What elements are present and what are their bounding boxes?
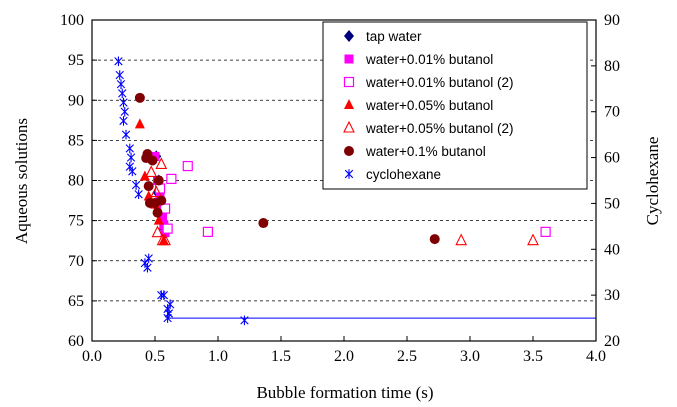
y2-tick-label: 70 [604,104,620,121]
data-point [143,181,154,192]
data-point [116,79,126,89]
x-tick-label: 0.5 [145,348,165,365]
data-point [134,189,143,200]
y-tick-label: 100 [60,12,84,29]
data-point [540,226,551,237]
data-point [139,170,150,181]
y-tick-label: 60 [68,333,84,350]
legend-label: water+0.01% butanol [365,52,493,67]
data-point [119,97,128,108]
x-tick-label: 4.0 [586,348,606,365]
y-tick-label: 75 [68,213,84,230]
data-point [159,203,171,214]
data-point [150,185,163,198]
data-point [527,233,539,246]
legend-label: water+0.05% butanol (2) [365,121,513,136]
data-point [158,212,168,222]
data-point [159,290,169,300]
data-point [144,253,153,264]
data-point [166,173,177,184]
y2-tick-label: 20 [604,333,620,350]
y2-tick-label: 60 [604,150,620,167]
data-point [153,214,164,225]
legend-marker [343,76,355,88]
data-point [143,262,152,273]
data-point [429,234,440,245]
data-point [182,160,193,172]
data-point [156,195,167,206]
y2-tick-label: 90 [604,12,620,29]
y-axis-label: Aqueous solutions [12,118,31,244]
y2-tick-label: 30 [604,287,620,304]
data-point [258,218,269,229]
data-point [147,155,158,166]
x-tick-label: 1.5 [271,348,291,365]
y2-tick-label: 50 [604,195,620,212]
data-point [240,315,249,326]
data-point [153,175,164,186]
data-point [115,70,124,80]
legend: tap water water+0.01% butanol water+0.01% … [322,21,588,190]
y-tick-label: 80 [68,173,84,190]
data-point [126,152,136,163]
data-point [134,118,145,129]
data-point [151,225,164,238]
data-point [114,56,123,67]
legend-label: water+0.05% butanol [365,98,493,113]
data-point [165,299,175,310]
data-point [120,106,129,117]
data-point [152,207,163,218]
legend-marker [344,54,354,64]
series-5 [134,92,440,245]
series-6 [114,56,596,326]
data-point [119,116,128,126]
ticks: 0.0 0.5 1.0 1.5 2.0 2.5 3.0 3.5 4.0 60 65 70 75 80 85 9… [60,12,620,365]
x-tick-label: 0.0 [82,348,102,365]
data-point [455,233,468,246]
x-tick-label: 1.0 [208,348,228,365]
y2-tick-label: 40 [604,241,620,258]
legend-marker [344,99,354,109]
data-point [202,226,214,237]
y-tick-label: 70 [68,253,84,270]
data-point [159,233,171,246]
y2-axis-label: Cyclohexane [643,137,662,226]
x-axis-label: Bubble formation time (s) [256,383,433,402]
x-tick-label: 3.5 [523,348,543,365]
legend-label: tap water [366,29,422,44]
data-point [162,223,173,234]
legend-label: cyclohexane [366,167,441,182]
series-layer [114,56,596,326]
data-point [163,313,172,323]
data-point [134,92,145,103]
y2-tick-label: 80 [604,58,620,75]
x-tick-label: 3.0 [460,348,480,365]
legend-label: water+0.01% butanol (2) [365,75,513,90]
legend-marker [344,146,354,156]
x-tick-label: 2.0 [334,348,354,365]
data-point [118,88,127,99]
y-tick-label: 95 [68,52,84,69]
y-tick-label: 65 [68,293,84,310]
series-4 [145,157,539,246]
data-point [121,129,131,140]
series-2 [154,160,551,237]
data-point [125,143,134,154]
x-tick-label: 2.5 [397,348,417,365]
data-point [145,165,158,178]
data-point [155,157,168,169]
data-point [128,166,137,177]
y-tick-label: 90 [68,92,84,109]
legend-marker [344,169,354,179]
legend-marker [343,120,355,133]
data-point [143,190,154,201]
y-tick-label: 85 [68,132,84,149]
legend-label: water+0.1% butanol [365,144,486,159]
legend-marker [344,30,354,42]
data-point [131,180,141,190]
legend-box [322,21,588,190]
